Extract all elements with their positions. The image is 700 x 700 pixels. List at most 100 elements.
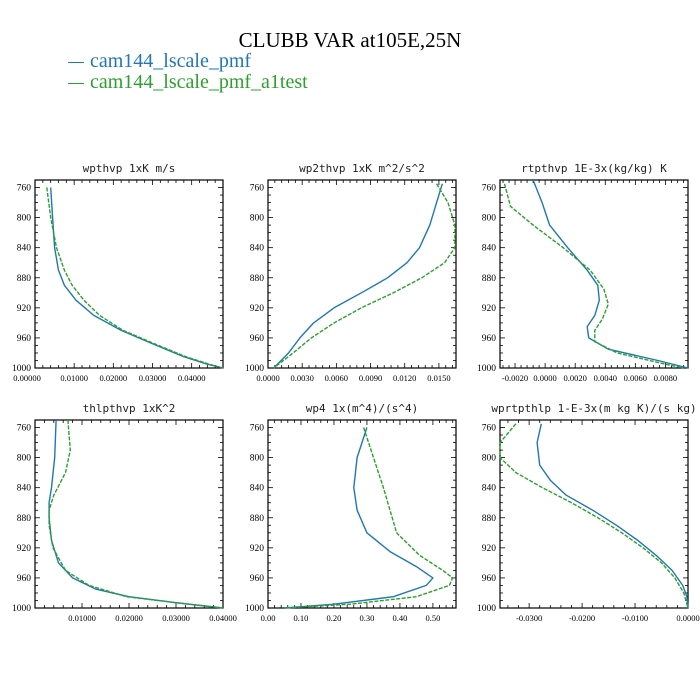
x-tick-label: 0.0060	[624, 373, 647, 383]
panel-1: wpthvp 1xK m/s 760 800 840 880 920 960 1000 0.01…	[12, 162, 224, 383]
y-tick-label: 760	[250, 184, 265, 194]
y-tick-label: 840	[482, 484, 497, 494]
x-tick-label: 0.10	[294, 613, 309, 623]
x-tick-label: 0.03000	[139, 373, 167, 383]
legend-entry-2: cam144_lscale_pmf_a1test	[68, 71, 308, 94]
x-tick-label: 0.04000	[178, 373, 206, 383]
y-tick-label: 880	[250, 514, 265, 524]
legend-label-2: cam144_lscale_pmf_a1test	[90, 71, 308, 93]
y-tick-label: 840	[17, 484, 32, 494]
x-tick-label: 0.30	[360, 613, 375, 623]
x-tick-label: 0.02000	[115, 613, 143, 623]
panel-title: wp2thvp 1xK m^2/s^2	[299, 162, 425, 175]
y-tick-label: 920	[250, 304, 265, 314]
x-tick-label: 0.0000	[533, 373, 556, 383]
series-line-2	[284, 427, 454, 609]
x-tick-label: -0.0200	[569, 613, 595, 623]
x-tick-label: 0.0000	[676, 613, 699, 623]
series-line-2	[499, 423, 689, 609]
series-line-1	[273, 183, 443, 369]
x-tick-label: 0.04000	[209, 613, 237, 623]
plot-frame	[267, 419, 457, 609]
panel-title: rtpthvp 1E-3x(kg/kg) K	[521, 162, 667, 175]
series-line-2	[273, 183, 456, 369]
x-tick-label-origin: 0.00000	[13, 373, 41, 383]
series-line-1	[48, 419, 224, 609]
y-tick-label: 800	[17, 214, 32, 224]
y-tick-label: 800	[250, 214, 265, 224]
x-tick-label: -0.0020	[502, 373, 528, 383]
x-tick-label: 0.0000	[256, 373, 279, 383]
y-tick-label: 800	[17, 454, 32, 464]
x-tick-label: 0.0120	[393, 373, 416, 383]
y-tick-label: 880	[250, 274, 265, 284]
y-tick-label: 920	[250, 544, 265, 554]
y-tick-label: 760	[250, 424, 265, 434]
series-line-2	[503, 183, 684, 369]
y-tick-label: 760	[482, 424, 497, 434]
y-tick-label: 880	[482, 514, 497, 524]
y-tick-label: 880	[482, 274, 497, 284]
plot-frame	[267, 179, 457, 369]
y-tick-label: 880	[17, 274, 32, 284]
plot-frame	[34, 179, 224, 369]
y-tick-label: 1000	[12, 364, 31, 374]
x-tick-label: 0.50	[425, 613, 440, 623]
y-tick-label: 1000	[245, 604, 264, 614]
panel-title: wprtpthlp 1-E-3x(m kg K)/(s kg)	[491, 402, 696, 415]
y-tick-label: 800	[482, 214, 497, 224]
panel-title: wpthvp 1xK m/s	[83, 162, 176, 175]
panel-5: wp4 1x(m^4)/(s^4)76080084088092096010000…	[245, 402, 457, 623]
plot-frame	[499, 179, 689, 369]
y-tick-label: 960	[250, 334, 265, 344]
x-tick-label: -0.0300	[516, 613, 542, 623]
x-tick-label: -0.0100	[622, 613, 648, 623]
legend-swatch-2	[68, 82, 84, 84]
y-tick-label: 840	[482, 244, 497, 254]
y-tick-label: 920	[482, 544, 497, 554]
panel-6: wprtpthlp 1-E-3x(m kg K)/(s kg) 760 800 840…	[477, 402, 700, 623]
y-tick-label: 760	[482, 184, 497, 194]
x-tick-label: 0.01000	[68, 613, 96, 623]
legend-entry-1: cam144_lscale_pmf	[68, 50, 251, 73]
y-tick-label: 840	[17, 244, 32, 254]
series-line-2	[46, 187, 224, 369]
legend-swatch-1	[68, 61, 84, 63]
x-tick-label: 0.0060	[325, 373, 348, 383]
y-tick-label: 1000	[477, 364, 496, 374]
x-tick-label: 0.00	[261, 613, 276, 623]
y-tick-label: 920	[17, 544, 32, 554]
x-tick-label: 0.0090	[359, 373, 382, 383]
y-tick-label: 960	[482, 574, 497, 584]
y-tick-label: 960	[17, 574, 32, 584]
plot-frame	[34, 419, 224, 609]
y-tick-label: 920	[17, 304, 32, 314]
y-tick-label: 960	[17, 334, 32, 344]
x-tick-label: 0.03000	[162, 613, 190, 623]
y-tick-label: 960	[482, 334, 497, 344]
x-tick-label: 0.0150	[427, 373, 450, 383]
y-tick-label: 1000	[477, 604, 496, 614]
y-tick-label: 840	[250, 484, 265, 494]
x-tick-label: 0.0080	[654, 373, 677, 383]
y-tick-label: 920	[482, 304, 497, 314]
x-tick-label: 0.0040	[594, 373, 617, 383]
x-tick-label: 0.40	[392, 613, 407, 623]
panel-3: rtpthvp 1E-3x(kg/kg) K 760 800 840 880 920 960…	[477, 162, 689, 383]
series-line-1	[532, 179, 689, 369]
series-line-2	[48, 419, 224, 609]
x-tick-label: 0.01000	[60, 373, 88, 383]
y-tick-label: 840	[250, 244, 265, 254]
panel-2: wp2thvp 1xK m^2/s^2 760 800 840 880 920 960 100…	[245, 162, 457, 383]
x-tick-label: 0.0020	[564, 373, 587, 383]
x-tick-label: 0.02000	[100, 373, 128, 383]
series-line-1	[536, 423, 689, 609]
x-tick-label: 0.20	[327, 613, 342, 623]
figure-title: CLUBB VAR at105E,25N	[238, 28, 462, 52]
panel-title: thlpthvp 1xK^2	[83, 402, 176, 415]
panel-title: wp4 1x(m^4)/(s^4)	[306, 402, 419, 415]
panel-4: thlpthvp 1xK^2 760 800 840 880 920 960 1000 0.01…	[12, 402, 237, 623]
y-tick-label: 1000	[12, 604, 31, 614]
